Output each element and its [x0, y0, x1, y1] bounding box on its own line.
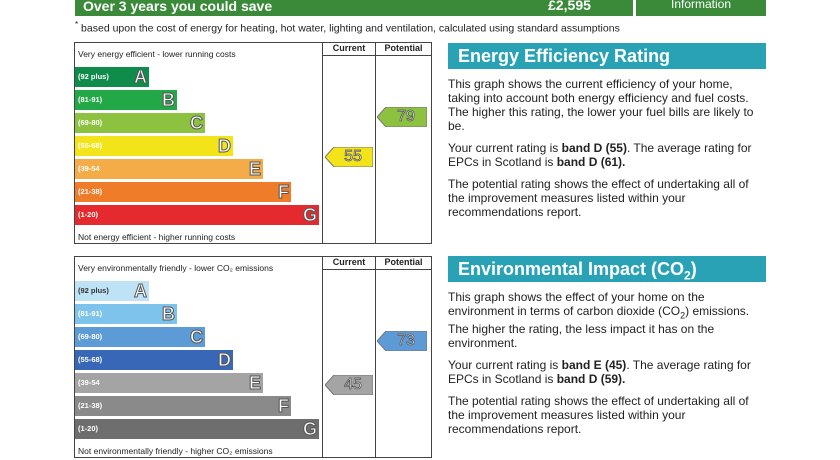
- band-letter: F: [278, 396, 290, 417]
- band-range: (81-91): [78, 309, 103, 318]
- energy-info-para3: The potential rating shows the effect of…: [448, 177, 749, 219]
- band-d: (55-68) D: [75, 136, 233, 157]
- current-header: Current: [332, 257, 366, 267]
- band-letter: B: [162, 304, 176, 325]
- band-g: (1-20) G: [75, 419, 319, 440]
- band-a: (92 plus) A: [75, 67, 149, 88]
- band-range: (69-80): [78, 118, 103, 127]
- header-divider: [323, 269, 431, 270]
- band-e: (39-54 E: [75, 159, 263, 180]
- band-letter: D: [218, 136, 232, 157]
- band-range: (81-91): [78, 95, 103, 104]
- band-d: (55-68) D: [75, 350, 233, 371]
- env-info-para3: The potential rating shows the effect of…: [448, 394, 749, 437]
- band-range: (1-20): [78, 424, 99, 433]
- band-letter: C: [190, 113, 204, 134]
- current-rating-value: 55: [344, 148, 363, 166]
- current-rating-arrow: 55: [325, 147, 373, 167]
- energy-info-para2: Your current rating is band D (55). The …: [448, 141, 752, 169]
- band-letter: G: [302, 205, 317, 226]
- current-column-line: [322, 257, 323, 457]
- band-range: (39-54: [78, 164, 100, 173]
- band-range: (69-80): [78, 332, 103, 341]
- footnote: * based upon the cost of energy for heat…: [75, 20, 620, 35]
- potential-header: Potential: [384, 257, 423, 267]
- band-f: (21-38) F: [75, 182, 291, 203]
- band-letter: B: [162, 90, 176, 111]
- potential-column-line: [375, 257, 376, 457]
- band-range: (21-38): [78, 187, 103, 196]
- band-a: (92 plus) A: [75, 281, 149, 302]
- footnote-text: based upon the cost of energy for heatin…: [81, 22, 620, 35]
- energy-info-panel: Energy Efficiency Rating This graph show…: [448, 43, 766, 219]
- information-box: Information: [636, 0, 766, 16]
- band-range: (21-38): [78, 401, 103, 410]
- bottom-note: Not energy efficient - higher running co…: [78, 232, 236, 242]
- band-range: (39-54: [78, 378, 100, 387]
- band-c: (69-80) C: [75, 113, 205, 134]
- potential-rating-arrow: 79: [377, 107, 427, 127]
- top-note: Very energy efficient - lower running co…: [78, 49, 236, 59]
- env-info-para1: This graph shows the effect of your home…: [448, 290, 750, 351]
- bottom-note: Not environmentally friendly - higher CO…: [78, 446, 273, 456]
- env-info-panel: Environmental Impact (CO2) Rating This g…: [448, 256, 766, 436]
- env-info-para2: Your current rating is band E (45). The …: [448, 358, 751, 387]
- energy-info-title: Energy Efficiency Rating: [448, 43, 766, 69]
- current-column-line: [322, 43, 323, 243]
- env-info-title: Environmental Impact (CO2) Rating: [448, 256, 766, 312]
- band-letter: G: [302, 419, 317, 440]
- band-b: (81-91) B: [75, 90, 177, 111]
- band-f: (21-38) F: [75, 396, 291, 417]
- band-letter: A: [134, 67, 148, 88]
- environmental-impact-chart: Current Potential Very environmentally f…: [74, 256, 432, 458]
- band-range: (55-68): [78, 141, 103, 150]
- band-b: (81-91) B: [75, 304, 177, 325]
- potential-rating-arrow: 73: [377, 331, 427, 351]
- band-letter: C: [190, 327, 204, 348]
- band-letter: E: [248, 373, 261, 394]
- current-header: Current: [332, 43, 366, 53]
- energy-efficiency-chart: Current Potential Very energy efficient …: [74, 42, 432, 244]
- savings-text: Over 3 years you could save: [83, 0, 273, 14]
- savings-banner: Over 3 years you could save: [75, 0, 513, 16]
- potential-column-line: [375, 43, 376, 243]
- band-g: (1-20) G: [75, 205, 319, 226]
- band-letter: D: [218, 350, 232, 371]
- band-e: (39-54 E: [75, 373, 263, 394]
- potential-header: Potential: [384, 43, 423, 53]
- band-letter: E: [248, 159, 261, 180]
- potential-rating-value: 73: [397, 332, 416, 350]
- band-range: (1-20): [78, 210, 99, 219]
- header-divider: [323, 55, 431, 56]
- band-range: (92 plus): [78, 72, 109, 81]
- potential-rating-value: 79: [397, 108, 416, 126]
- savings-cost: £2,595: [506, 0, 633, 16]
- band-range: (92 plus): [78, 286, 109, 295]
- energy-info-para1: This graph shows the current efficiency …: [448, 77, 754, 133]
- current-rating-value: 45: [344, 376, 363, 394]
- band-letter: F: [278, 182, 290, 203]
- current-rating-arrow: 45: [325, 375, 373, 395]
- band-range: (55-68): [78, 355, 103, 364]
- band-c: (69-80) C: [75, 327, 205, 348]
- band-letter: A: [134, 281, 148, 302]
- top-note: Very environmentally friendly - lower CO…: [78, 263, 274, 273]
